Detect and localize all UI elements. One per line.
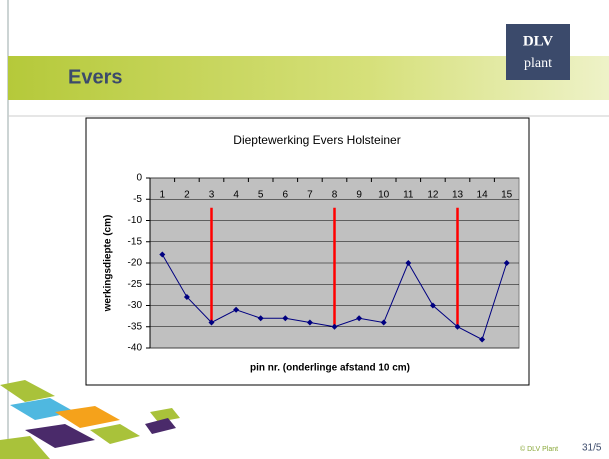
decoration — [90, 424, 140, 444]
data-point — [183, 294, 190, 300]
y-tick-label: -20 — [128, 258, 143, 269]
y-tick-label: 0 — [136, 173, 142, 184]
x-tick-label: 12 — [427, 190, 439, 201]
logo — [506, 24, 570, 80]
page-number: 31/5 — [582, 443, 602, 454]
data-point — [429, 302, 436, 309]
slide-title: Evers — [68, 66, 123, 88]
data-point — [208, 319, 215, 326]
x-tick-label: 2 — [184, 190, 190, 201]
decoration — [0, 436, 50, 459]
y-tick-label: -5 — [133, 194, 142, 205]
data-point — [454, 323, 461, 330]
decoration — [145, 418, 176, 434]
data-point — [479, 336, 486, 343]
y-tick-label: -30 — [128, 300, 143, 311]
copyright: © DLV Plant — [520, 445, 558, 453]
decoration — [10, 398, 75, 420]
data-point — [380, 319, 387, 326]
logo-text: DLV — [523, 33, 553, 49]
y-tick-label: -40 — [128, 343, 143, 354]
y-tick-label: -10 — [128, 215, 143, 226]
x-tick-label: 11 — [403, 190, 414, 201]
x-tick-label: 15 — [501, 190, 513, 201]
data-point — [159, 251, 166, 258]
decoration — [55, 406, 120, 428]
x-tick-label: 9 — [356, 190, 362, 201]
chart-title: Dieptewerking Evers Holsteiner — [233, 133, 400, 147]
x-tick-label: 7 — [307, 190, 313, 201]
data-point — [405, 260, 412, 266]
x-tick-label: 5 — [258, 190, 264, 201]
x-tick-label: 3 — [209, 190, 215, 201]
decoration — [0, 380, 55, 402]
y-tick-label: -25 — [128, 279, 143, 290]
x-tick-label: 10 — [378, 190, 390, 201]
data-point — [331, 323, 338, 330]
data-point — [503, 260, 510, 266]
y-tick-label: -35 — [128, 321, 143, 332]
x-tick-label: 13 — [452, 190, 464, 201]
x-tick-label: 14 — [477, 190, 489, 201]
decoration — [150, 408, 180, 422]
logo-text: plant — [524, 56, 552, 71]
x-axis-label: pin nr. (onderlinge afstand 10 cm) — [250, 363, 410, 374]
data-point — [306, 319, 313, 326]
x-tick-label: 6 — [283, 190, 289, 201]
y-tick-label: -15 — [128, 236, 143, 247]
x-tick-label: 4 — [233, 190, 239, 201]
decoration — [25, 424, 95, 448]
x-tick-label: 1 — [160, 190, 166, 201]
data-point — [233, 306, 240, 313]
y-axis-label: werkingsdiepte (cm) — [103, 215, 114, 313]
data-point — [257, 315, 264, 322]
x-tick-label: 8 — [332, 190, 338, 201]
data-point — [356, 315, 363, 322]
data-point — [282, 315, 289, 322]
